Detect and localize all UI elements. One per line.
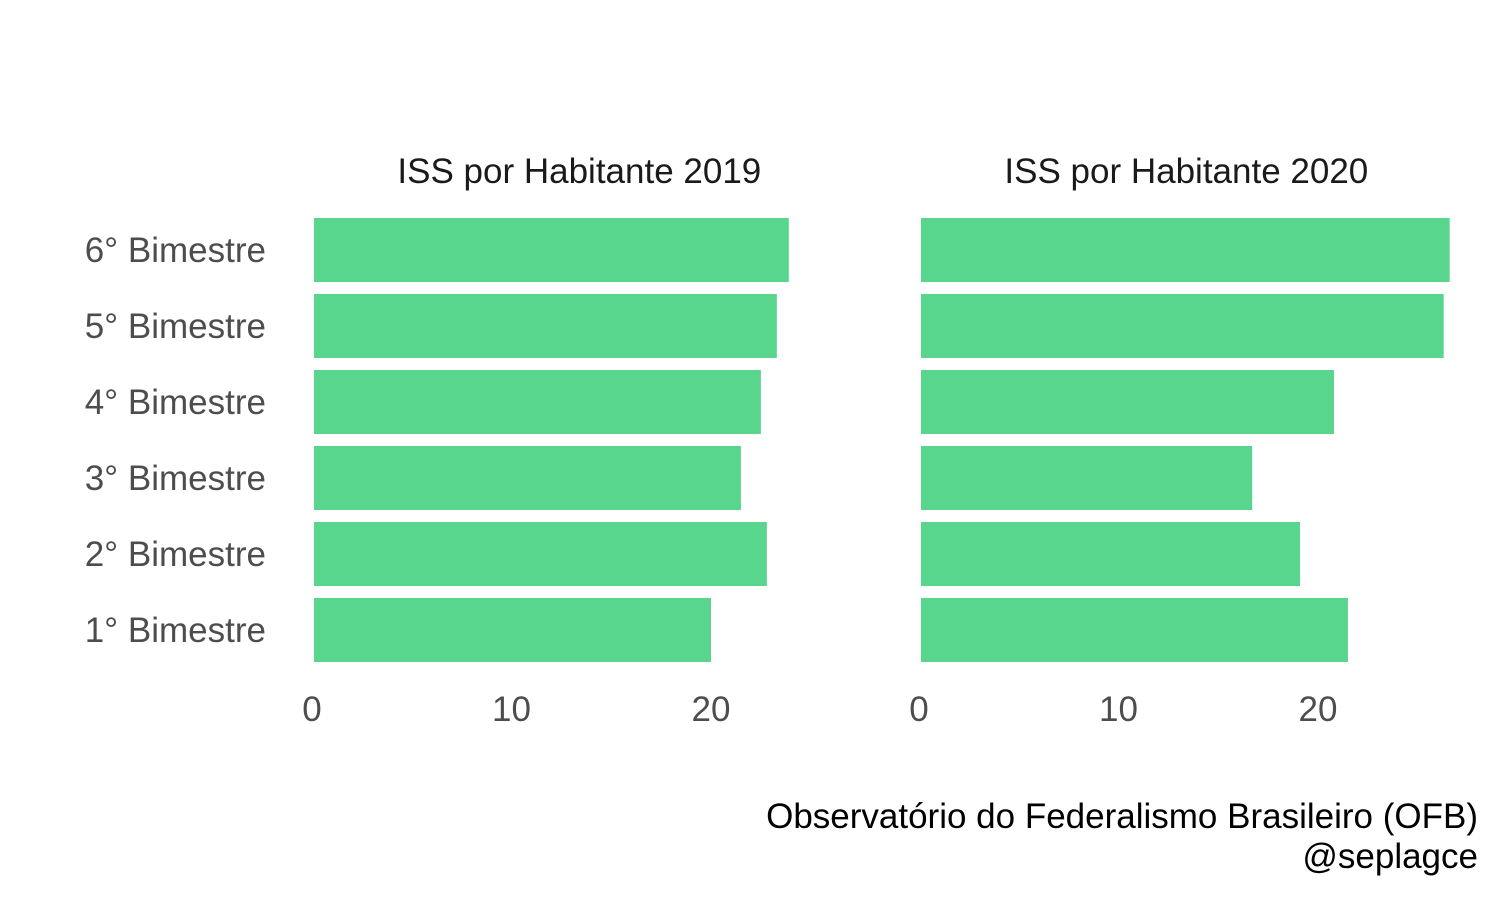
panel-2020: ISS por Habitante 2020 0 10 20 [909,152,1450,729]
source-caption: Observatório do Federalismo Brasileiro (… [766,797,1478,836]
x-tick-label: 10 [492,690,531,729]
y-tick-label: 4° Bimestre [85,383,266,422]
bar-1-bimestre [314,598,712,662]
handle-caption: @seplagce [1302,837,1478,876]
x-tick-label: 0 [302,690,321,729]
bar-3-bimestre [921,446,1253,510]
bar-6-bimestre [921,218,1450,282]
y-tick-label: 6° Bimestre [85,231,266,270]
bar-1-bimestre [921,598,1348,662]
bar-2-bimestre [314,522,767,586]
x-tick-label: 20 [1299,690,1338,729]
panel-2019: ISS por Habitante 2019 0 10 20 [302,152,789,729]
bar-4-bimestre [314,370,761,434]
panel-title: ISS por Habitante 2019 [397,152,761,191]
y-tick-label: 2° Bimestre [85,535,266,574]
y-axis-labels: 1° Bimestre 2° Bimestre 3° Bimestre 4° Bime… [85,231,266,650]
y-tick-label: 1° Bimestre [85,611,266,650]
bar-6-bimestre [314,218,789,282]
bar-3-bimestre [314,446,741,510]
bar-2-bimestre [921,522,1301,586]
y-tick-label: 5° Bimestre [85,307,266,346]
x-tick-label: 20 [692,690,731,729]
bar-4-bimestre [921,370,1334,434]
panel-title: ISS por Habitante 2020 [1004,152,1368,191]
x-tick-label: 0 [909,690,928,729]
y-tick-label: 3° Bimestre [85,459,266,498]
x-tick-label: 10 [1099,690,1138,729]
bar-5-bimestre [921,294,1444,358]
bar-5-bimestre [314,294,777,358]
